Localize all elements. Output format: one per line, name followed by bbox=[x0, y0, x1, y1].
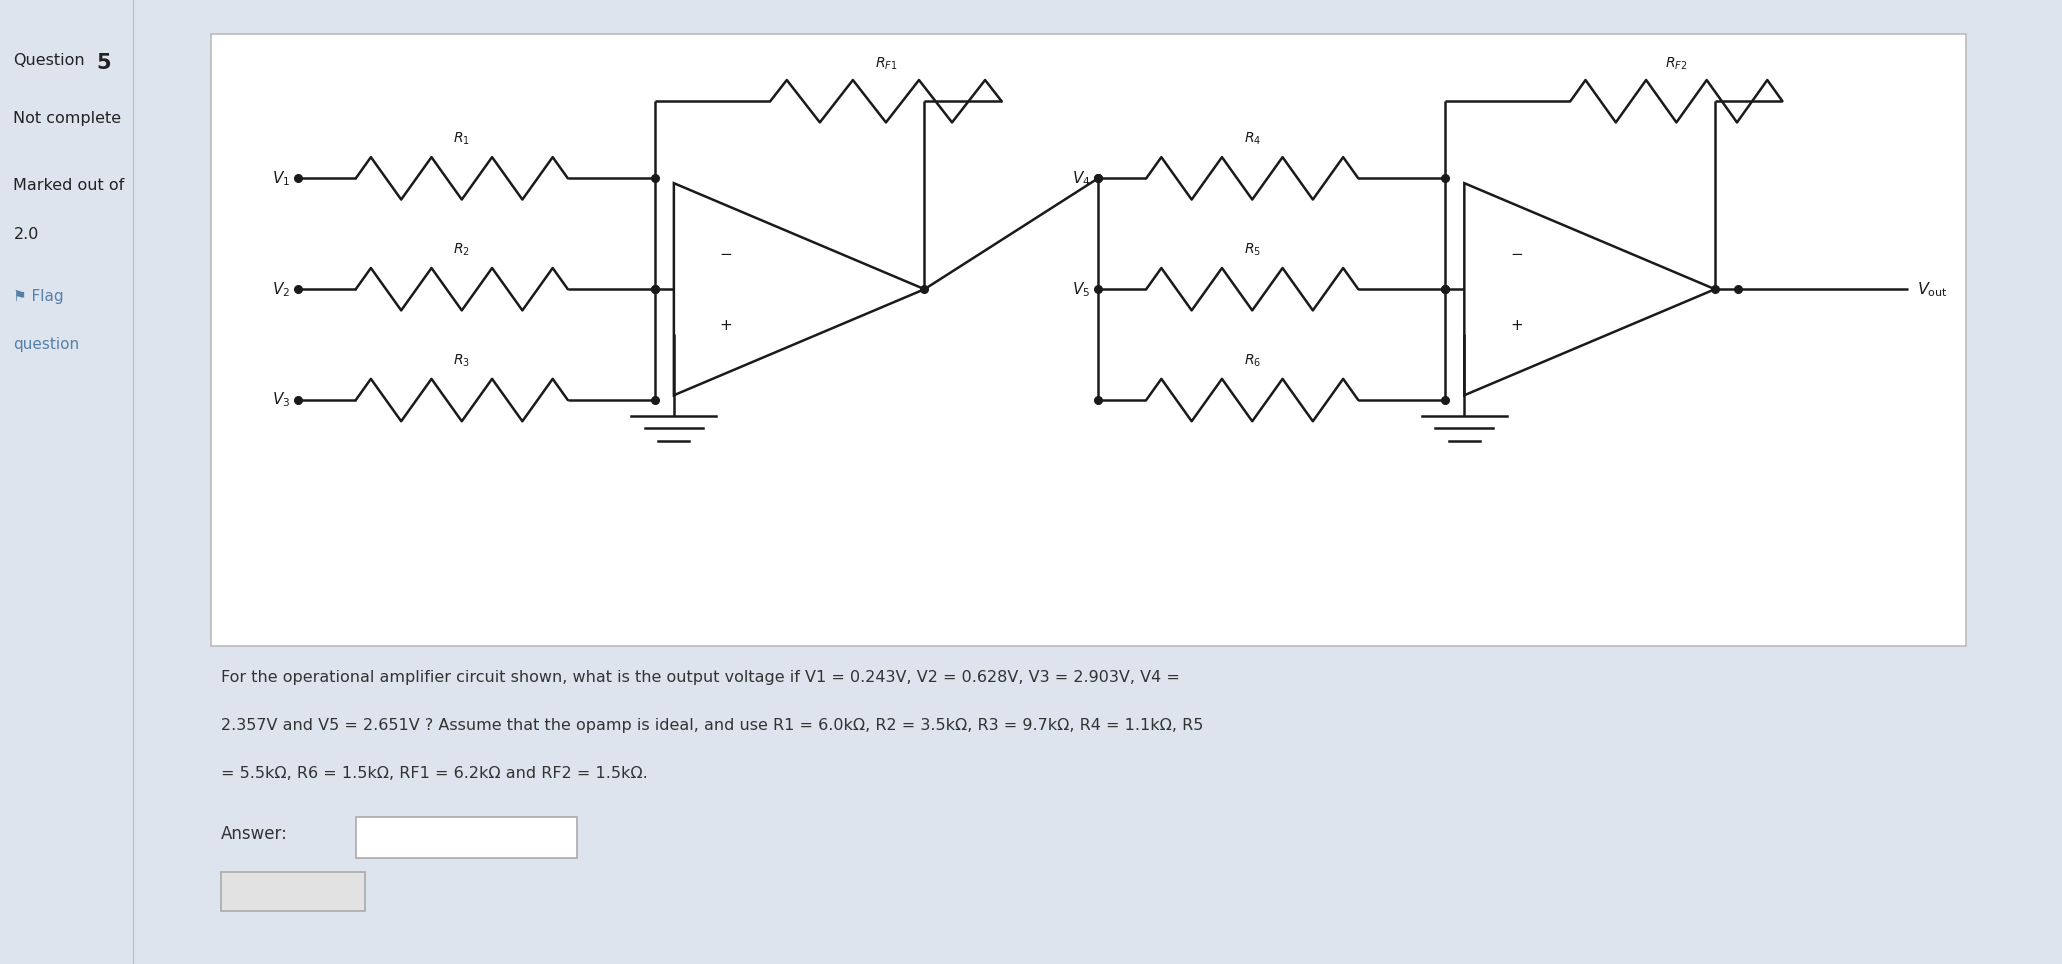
Text: $V_{\rm out}$: $V_{\rm out}$ bbox=[1918, 280, 1949, 299]
Text: $R_5$: $R_5$ bbox=[1243, 242, 1260, 258]
Text: $V_5$: $V_5$ bbox=[1072, 280, 1091, 299]
Text: $V_2$: $V_2$ bbox=[272, 280, 291, 299]
Text: = 5.5kΩ, R6 = 1.5kΩ, RF1 = 6.2kΩ and RF2 = 1.5kΩ.: = 5.5kΩ, R6 = 1.5kΩ, RF1 = 6.2kΩ and RF2… bbox=[221, 766, 647, 782]
Text: $R_4$: $R_4$ bbox=[1243, 131, 1260, 147]
Text: $V_3$: $V_3$ bbox=[272, 390, 291, 410]
Text: question: question bbox=[14, 337, 80, 353]
Text: Answer:: Answer: bbox=[221, 825, 289, 843]
Text: Question: Question bbox=[14, 53, 85, 68]
Text: $R_{F2}$: $R_{F2}$ bbox=[1666, 56, 1687, 72]
Text: $R_6$: $R_6$ bbox=[1243, 353, 1260, 369]
Text: Marked out of: Marked out of bbox=[14, 178, 124, 194]
Text: ⚑ Flag: ⚑ Flag bbox=[14, 289, 64, 305]
Text: Check: Check bbox=[266, 883, 318, 900]
Text: $-$: $-$ bbox=[1509, 245, 1524, 260]
Text: $+$: $+$ bbox=[1509, 318, 1524, 334]
Text: $+$: $+$ bbox=[720, 318, 732, 334]
Text: $V_1$: $V_1$ bbox=[272, 169, 291, 188]
Text: $V_4$: $V_4$ bbox=[1072, 169, 1091, 188]
Text: 5: 5 bbox=[97, 53, 111, 73]
FancyBboxPatch shape bbox=[357, 817, 577, 858]
FancyBboxPatch shape bbox=[210, 34, 1965, 646]
Text: Not complete: Not complete bbox=[14, 111, 122, 126]
Text: $R_{F1}$: $R_{F1}$ bbox=[874, 56, 897, 72]
FancyBboxPatch shape bbox=[221, 872, 365, 911]
Text: $R_2$: $R_2$ bbox=[454, 242, 470, 258]
Text: $R_1$: $R_1$ bbox=[454, 131, 470, 147]
Text: 2.357V and V5 = 2.651V ? Assume that the opamp is ideal, and use R1 = 6.0kΩ, R2 : 2.357V and V5 = 2.651V ? Assume that the… bbox=[221, 718, 1202, 734]
Text: $R_3$: $R_3$ bbox=[454, 353, 470, 369]
Text: 2.0: 2.0 bbox=[14, 227, 39, 242]
Text: $-$: $-$ bbox=[720, 245, 732, 260]
Text: For the operational amplifier circuit shown, what is the output voltage if V1 = : For the operational amplifier circuit sh… bbox=[221, 670, 1179, 685]
